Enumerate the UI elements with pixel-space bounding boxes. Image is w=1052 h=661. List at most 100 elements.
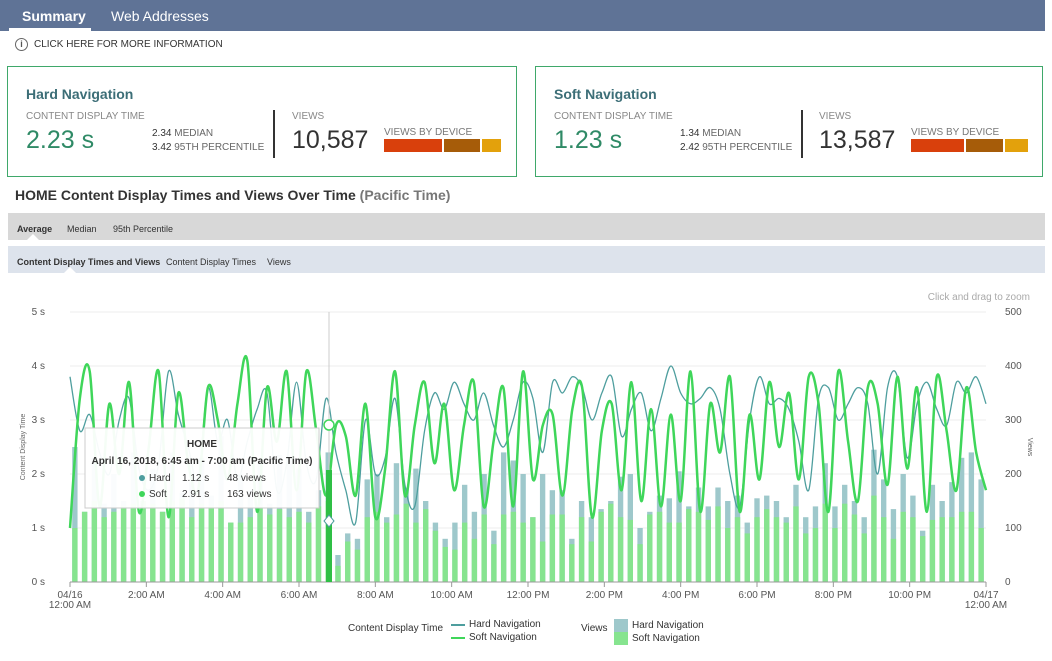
tab-95th-percentile[interactable]: 95th Percentile	[113, 224, 174, 234]
soft-views-bar	[812, 528, 819, 582]
soft-views-bar	[637, 544, 643, 582]
tab-cdt[interactable]: Content Display Times	[166, 257, 257, 267]
more-info-link[interactable]: i CLICK HERE FOR MORE INFORMATION	[15, 38, 223, 51]
views-value: 13,587	[819, 126, 896, 154]
hard-views-bar	[861, 517, 867, 582]
tab-web-addresses[interactable]: Web Addresses	[111, 8, 209, 24]
soft-views-bar	[725, 528, 731, 582]
hard-views-bar	[734, 495, 741, 582]
hard-views-bar	[500, 452, 507, 582]
y-tick-right: 500	[1005, 307, 1022, 318]
legend-soft-bar-label: Soft Navigation	[632, 633, 700, 644]
hard-views-bar	[218, 436, 224, 582]
soft-navigation-card: Soft Navigation CONTENT DISPLAY TIME 1.2…	[535, 66, 1043, 177]
soft-views-bar	[423, 509, 429, 582]
hard-views-bar	[803, 517, 809, 582]
median-label: MEDIAN	[174, 128, 214, 139]
soft-views-bar	[354, 549, 361, 582]
device-label: VIEWS BY DEVICE	[911, 127, 1000, 138]
soft-views-bar	[939, 517, 945, 582]
card-title: Hard Navigation	[26, 86, 134, 102]
x-tick-label: 10:00 PM	[888, 590, 931, 601]
hard-views-bar	[345, 533, 351, 582]
x-tick-label: 12:00 AM	[49, 600, 91, 611]
y-tick-right: 400	[1005, 361, 1022, 372]
hard-views-bar	[656, 495, 663, 582]
soft-views-bar	[364, 517, 370, 582]
hard-line-swatch	[451, 623, 465, 626]
legend-hard-line[interactable]: Hard Navigation	[451, 619, 541, 630]
device-label: VIEWS BY DEVICE	[384, 127, 473, 138]
section-timezone: (Pacific Time)	[359, 187, 451, 203]
y-axis-title-right: Views	[1026, 438, 1033, 457]
hard-views-bar	[910, 495, 916, 582]
soft-views-bar	[267, 514, 273, 582]
device-segment	[1005, 139, 1028, 152]
hard-views-bar	[140, 501, 146, 582]
device-segment	[384, 139, 442, 152]
soft-views-bar	[861, 533, 867, 582]
stat-tabbar: Average Median 95th Percentile	[8, 213, 1045, 240]
soft-views-bar	[120, 506, 127, 582]
soft-views-bar	[91, 501, 98, 582]
y-axis-title-left: Content Display Time	[20, 414, 27, 481]
hard-views-bar	[900, 474, 906, 582]
hard-views-bar	[764, 495, 770, 582]
soft-views-bar	[686, 509, 692, 582]
soft-views-bar	[569, 544, 575, 582]
legend-soft-bar[interactable]: Soft Navigation	[614, 632, 700, 645]
soft-views-bar	[734, 517, 741, 582]
x-tick-label: 10:00 AM	[431, 590, 473, 601]
tab-summary[interactable]: Summary	[22, 8, 86, 24]
y-tick-left: 3 s	[32, 415, 45, 426]
hard-views-bar	[72, 447, 78, 582]
tooltip-dot	[139, 491, 145, 497]
hard-views-bar	[432, 522, 439, 582]
tab-median[interactable]: Median	[67, 224, 97, 234]
hard-views-bar	[949, 482, 955, 582]
soft-views-bar	[617, 517, 624, 582]
device-breakdown-bar[interactable]	[384, 139, 501, 152]
soft-views-bar	[764, 509, 770, 582]
tab-cdt-and-views[interactable]: Content Display Times and Views	[17, 257, 161, 267]
soft-views-bar	[471, 538, 478, 582]
hard-views-bar	[939, 501, 945, 582]
x-tick-label: 12:00 AM	[965, 600, 1007, 611]
tooltip-row-label: Soft	[149, 489, 167, 500]
hard-views-bar	[578, 501, 585, 582]
hard-views-bar	[851, 501, 858, 582]
x-tick-label: 4:00 PM	[662, 590, 699, 601]
hard-views-bar	[481, 474, 487, 582]
section-title-text: HOME Content Display Times and Views Ove…	[15, 187, 356, 203]
tab-average[interactable]: Average	[17, 224, 53, 234]
soft-views-bar	[452, 549, 458, 582]
hard-views-bar	[871, 449, 877, 582]
tooltip-subtitle: April 16, 2018, 6:45 am - 7:00 am (Pacif…	[91, 456, 312, 467]
hard-views-bar	[530, 517, 536, 582]
soft-views-bar	[890, 538, 897, 582]
soft-views-bar	[832, 528, 838, 582]
legend-hard-bar[interactable]: Hard Navigation	[614, 619, 704, 632]
soft-views-bar	[169, 501, 175, 582]
view-tabbar: Content Display Times and Views Content …	[8, 246, 1045, 273]
tab-views[interactable]: Views	[267, 257, 291, 267]
tooltip-dot	[139, 475, 145, 481]
y-tick-left: 2 s	[32, 469, 45, 480]
soft-views-bar	[159, 511, 166, 582]
hard-views-bar	[413, 468, 419, 582]
device-breakdown-bar[interactable]	[911, 139, 1028, 152]
cdt-label: CONTENT DISPLAY TIME	[26, 111, 145, 122]
soft-views-bar	[500, 514, 507, 582]
x-tick-label: 12:00 PM	[507, 590, 550, 601]
hard-views-bar	[929, 484, 936, 582]
soft-views-bar	[286, 517, 292, 582]
soft-views-bar	[384, 522, 390, 582]
soft-views-bar	[695, 511, 702, 582]
p95-stat: 2.42 95TH PERCENTILE	[680, 141, 792, 155]
p95-value: 2.42	[680, 142, 700, 153]
soft-views-bar	[257, 506, 263, 582]
device-segment	[444, 139, 480, 152]
hard-views-bar	[588, 517, 595, 582]
legend-soft-line[interactable]: Soft Navigation	[451, 632, 537, 643]
hard-views-bar	[267, 503, 273, 582]
